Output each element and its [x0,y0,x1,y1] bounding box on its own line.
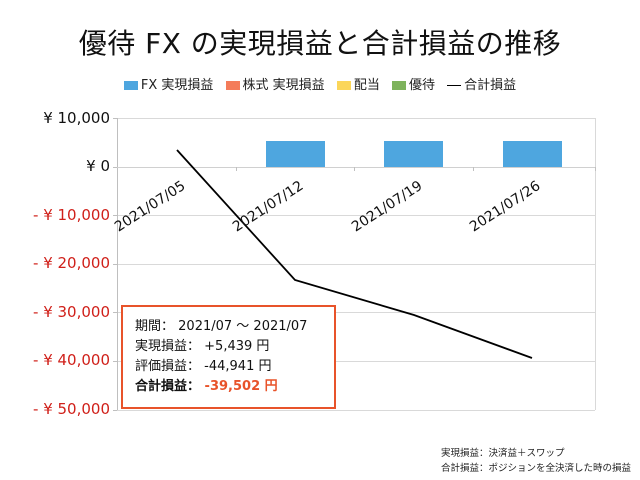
total-pl-line [176,149,533,359]
summary-box: 期間： 2021/07 ～ 2021/07 実現損益： +5,439 円 評価損… [121,305,336,409]
total-label: 合計損益： [135,379,201,394]
legend-swatch-stock [225,81,240,90]
y-tick-label: ¥ 0 [86,157,110,175]
legend-label: 優待 [408,78,435,93]
total-value: -39,502 円 [204,379,278,394]
fx-bars [266,141,562,167]
legend-item-dividend: 配当 [336,74,380,93]
legend-label: FX 実現損益 [140,78,214,93]
unrealized-label: 評価損益： [135,359,201,374]
legend-item-total: 合計損益 [447,74,516,93]
legend-item-benefit: 優待 [391,74,435,93]
y-tick-label: - ¥ 20,000 [33,254,110,272]
period-value: 2021/07 ～ 2021/07 [178,319,308,334]
unrealized-row: 評価損益： -44,941 円 [135,357,334,377]
chart-title: 優待 FX の実現損益と合計損益の推移 [78,27,562,60]
legend-item-fx: FX 実現損益 [123,74,214,93]
x-ticks [236,167,596,171]
y-tick-label: - ¥ 30,000 [33,303,110,321]
realized-label: 実現損益： [135,339,201,354]
legend-swatch-dividend [336,81,351,90]
period-row: 期間： 2021/07 ～ 2021/07 [135,317,334,337]
total-row: 合計損益： -39,502 円 [135,377,334,397]
unrealized-value: -44,941 円 [204,359,272,374]
bar-2021-07-26 [503,141,562,167]
y-tick-label: - ¥ 40,000 [33,351,110,369]
legend-swatch-benefit [391,81,406,90]
legend-label: 配当 [353,78,380,93]
chart-legend: FX 実現損益 株式 実現損益 配当 優待 合計損益 [0,74,640,93]
y-ticks [113,118,117,411]
bar-2021-07-19 [384,141,443,167]
legend-line-total [447,84,462,87]
legend-swatch-fx [123,81,138,90]
footnote-realized: 実現損益：決済益＋スワップ [441,448,565,459]
period-label: 期間： [135,319,175,334]
legend-item-stock: 株式 実現損益 [225,74,325,93]
y-tick-label: - ¥ 10,000 [33,206,110,224]
legend-label: 株式 実現損益 [242,78,325,93]
y-tick-label: - ¥ 50,000 [33,400,110,418]
realized-row: 実現損益： +5,439 円 [135,337,334,357]
y-tick-label: ¥ 10,000 [43,109,110,127]
footnote-total: 合計損益：ポジションを全決済した時の損益 [441,463,632,474]
footnotes: 実現損益：決済益＋スワップ 合計損益：ポジションを全決済した時の損益 [441,446,631,476]
legend-label: 合計損益 [464,78,517,93]
realized-value: +5,439 円 [204,339,270,354]
bar-2021-07-12 [266,141,325,167]
